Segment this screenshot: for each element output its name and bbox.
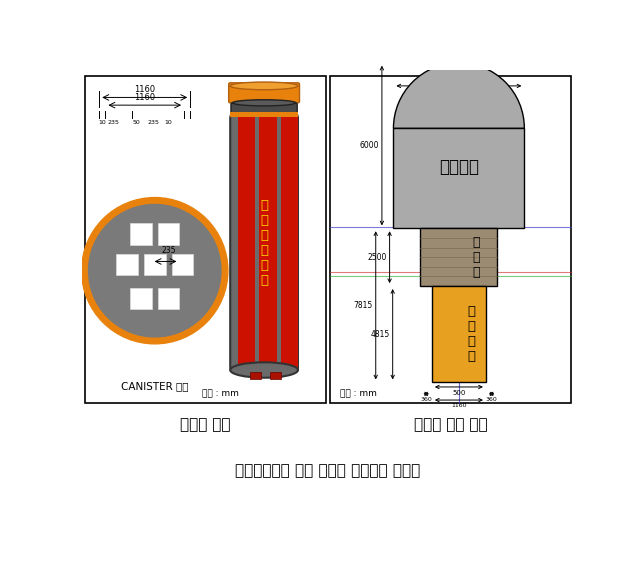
Text: 1160: 1160 [134, 93, 156, 102]
Bar [394, 128, 524, 228]
FancyBboxPatch shape [228, 83, 300, 103]
Text: 235: 235 [108, 120, 119, 125]
Bar [432, 286, 486, 382]
Bar [158, 223, 179, 245]
Text: 1160: 1160 [451, 403, 467, 408]
Text: 단위 : mm: 단위 : mm [202, 389, 239, 399]
Text: 완
충
재: 완 충 재 [472, 236, 479, 279]
Text: CANISTER 단면: CANISTER 단면 [121, 381, 189, 391]
Bar [238, 115, 255, 370]
Text: 5000: 5000 [449, 74, 468, 83]
Text: 360: 360 [486, 397, 497, 402]
Wedge shape [394, 63, 524, 128]
Bar [172, 254, 193, 275]
Text: 단위 : mm: 단위 : mm [340, 389, 376, 399]
Text: 공학적 방벽 모델: 공학적 방벽 모델 [414, 417, 488, 432]
Bar [230, 112, 298, 117]
Text: 10: 10 [99, 120, 106, 125]
Bar [330, 76, 570, 403]
FancyBboxPatch shape [230, 112, 298, 373]
Text: 7815: 7815 [353, 301, 372, 310]
Text: 360: 360 [420, 397, 432, 402]
Bar [158, 288, 179, 309]
Text: 처
분
용
기: 처 분 용 기 [467, 305, 476, 363]
Ellipse shape [232, 100, 296, 106]
Bar [86, 76, 326, 403]
Ellipse shape [230, 82, 298, 89]
Bar [130, 223, 152, 245]
Bar [144, 254, 166, 275]
Text: ＜특별위원회 제안 한국형 심층처분 개념＞: ＜특별위원회 제안 한국형 심층처분 개념＞ [236, 464, 420, 478]
Text: 50: 50 [132, 120, 140, 125]
Text: 2500: 2500 [367, 253, 387, 261]
Bar [130, 288, 152, 309]
Text: 뒤채움재: 뒤채움재 [439, 157, 479, 175]
Bar [420, 228, 497, 286]
Bar [270, 372, 281, 379]
Bar [259, 115, 276, 370]
Text: 235: 235 [147, 120, 159, 125]
Text: 6000: 6000 [359, 141, 379, 150]
Text: 체봉기 개념: 체봉기 개념 [180, 417, 230, 432]
Bar [116, 254, 138, 275]
Ellipse shape [230, 363, 298, 378]
Text: 10: 10 [164, 120, 173, 125]
Circle shape [88, 205, 221, 337]
Bar [280, 115, 298, 370]
FancyBboxPatch shape [231, 103, 297, 115]
Text: 1160: 1160 [134, 85, 156, 94]
Text: 500: 500 [452, 390, 465, 396]
Circle shape [82, 198, 228, 344]
Text: 235: 235 [161, 246, 176, 255]
Bar [250, 372, 261, 379]
Text: 4815: 4815 [371, 329, 390, 339]
Text: 사
용
후
핵
연
료: 사 용 후 핵 연 료 [260, 199, 268, 286]
